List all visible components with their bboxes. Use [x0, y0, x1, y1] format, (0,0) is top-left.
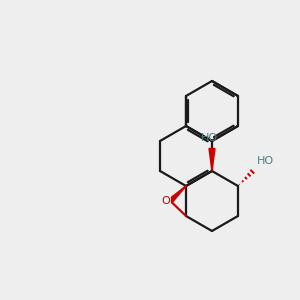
Text: HO: HO — [201, 133, 218, 143]
Polygon shape — [209, 148, 215, 171]
Text: HO: HO — [257, 156, 274, 166]
Text: O: O — [161, 196, 170, 206]
Polygon shape — [169, 186, 186, 203]
